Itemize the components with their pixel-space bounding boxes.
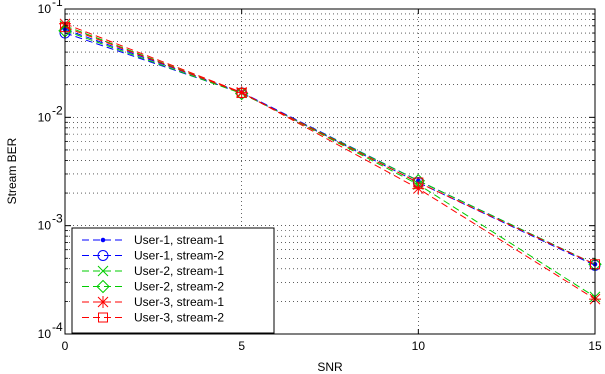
legend-item: User-2, stream-2 [82,280,224,294]
series-line [64,30,596,265]
point-marker-star [97,296,109,308]
x-tick-label: 10 [412,339,426,353]
point-marker-diamond [96,279,110,294]
point-marker-x [97,265,109,277]
legend-box [71,227,275,334]
legend-label: User-2, stream-2 [134,280,224,294]
x-tick-label: 15 [588,339,602,353]
legend-item: User-1, stream-2 [82,249,224,263]
legend-item: User-1, stream-1 [82,233,224,247]
series-line [64,25,596,298]
legend-label: User-1, stream-1 [134,233,224,247]
plot-frame [64,8,596,335]
point-marker-dot [100,237,106,243]
y-tick-label: 10 [38,2,52,16]
point-marker-circle [97,250,109,261]
series-line [64,23,596,300]
y-tick-label: 10 [38,327,52,341]
legend-item: User-3, stream-2 [82,311,224,325]
legend-item: User-3, stream-1 [82,295,224,309]
point-marker-square [236,87,247,98]
legend-label: User-3, stream-2 [134,311,224,325]
legend-item: User-2, stream-1 [82,264,224,278]
series-line [64,32,596,266]
point-marker-star [412,182,425,195]
legend-label: User-3, stream-1 [134,295,224,309]
legend-label: User-2, stream-1 [134,264,224,278]
x-tick-label: 5 [238,339,245,353]
series-line [64,28,596,265]
point-marker-square [98,312,108,323]
y-tick-exponent: -1 [52,0,63,9]
y-tick-exponent: -3 [52,212,63,226]
legend-label: User-1, stream-2 [134,249,224,263]
x-axis-label: SNR [317,360,343,374]
y-tick-exponent: -2 [52,103,63,117]
y-tick-exponent: -4 [52,320,63,334]
x-tick-label: 0 [62,339,69,353]
series-line [64,26,596,265]
y-tick-label: 10 [38,219,52,233]
y-axis-label: Stream BER [5,137,19,204]
point-marker-square [413,177,424,188]
series-group [58,17,602,306]
y-tick-label: 10 [38,110,52,124]
